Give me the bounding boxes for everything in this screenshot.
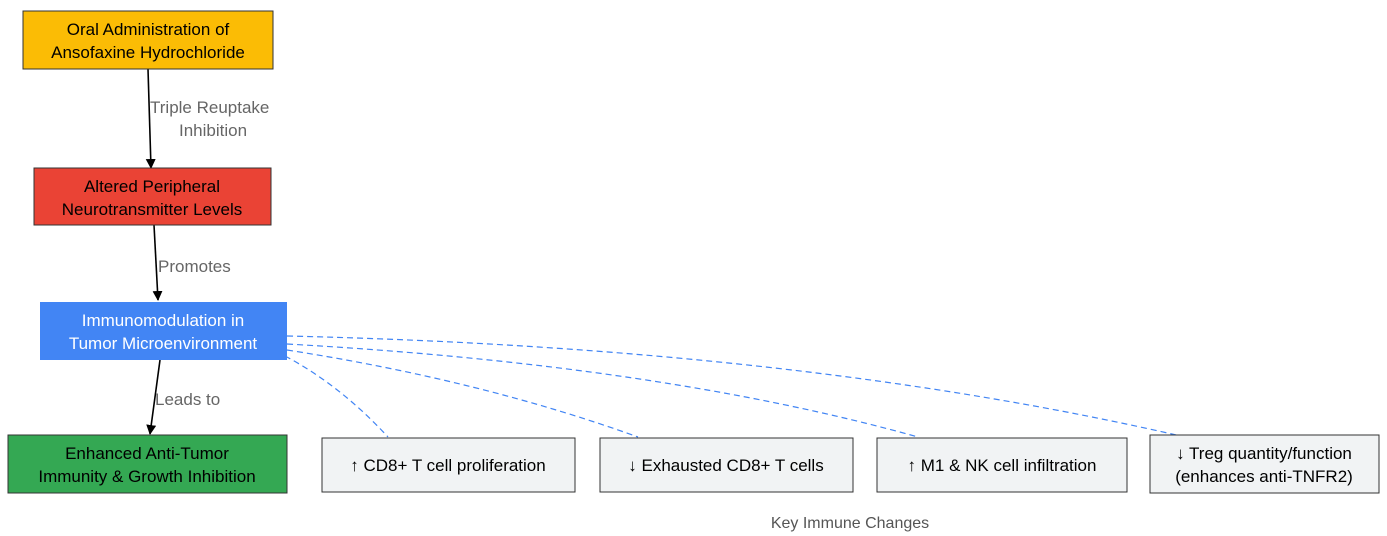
edge-oral-to-altered bbox=[145, 68, 156, 169]
change-cd8-label: ↑ CD8+ T cell proliferation bbox=[350, 456, 545, 475]
change-treg-line1: ↓ Treg quantity/function bbox=[1176, 444, 1352, 463]
node-oral-administration: Oral Administration of Ansofaxine Hydroc… bbox=[22, 10, 274, 70]
node-altered-line2: Neurotransmitter Levels bbox=[62, 200, 242, 219]
dashed-edge-exhausted bbox=[286, 349, 639, 438]
node-immuno-line2: Tumor Microenvironment bbox=[69, 334, 258, 353]
change-treg-line2: (enhances anti-TNFR2) bbox=[1175, 467, 1353, 486]
node-enhanced-line1: Enhanced Anti-Tumor bbox=[65, 444, 229, 463]
change-m1-nk-infiltration: ↑ M1 & NK cell infiltration bbox=[876, 437, 1128, 493]
edge-immuno-to-enhanced bbox=[146, 359, 161, 435]
node-oral-line2: Ansofaxine Hydrochloride bbox=[51, 43, 245, 62]
dashed-edge-cd8 bbox=[284, 355, 389, 438]
cluster-label-key-immune-changes: Key Immune Changes bbox=[771, 515, 929, 532]
edge-label-promotes: Promotes bbox=[158, 257, 231, 276]
node-oral-line1: Oral Administration of bbox=[67, 20, 230, 39]
node-altered-neurotransmitter: Altered Peripheral Neurotransmitter Leve… bbox=[33, 167, 272, 226]
node-immunomodulation: Immunomodulation in Tumor Microenvironme… bbox=[40, 302, 287, 360]
edge-label-triple-line1: Triple Reuptake bbox=[150, 98, 269, 117]
edge-altered-to-immuno bbox=[152, 224, 163, 301]
change-exhausted-label: ↓ Exhausted CD8+ T cells bbox=[628, 456, 823, 475]
dashed-edge-m1nk bbox=[286, 343, 919, 438]
node-altered-line1: Altered Peripheral bbox=[84, 177, 220, 196]
edge-label-leads: Leads to bbox=[155, 390, 220, 409]
node-immuno-line1: Immunomodulation in bbox=[82, 311, 245, 330]
change-exhausted-cd8: ↓ Exhausted CD8+ T cells bbox=[599, 437, 854, 493]
dashed-edge-treg bbox=[286, 335, 1186, 438]
change-m1nk-label: ↑ M1 & NK cell infiltration bbox=[908, 456, 1097, 475]
node-enhanced-immunity: Enhanced Anti-Tumor Immunity & Growth In… bbox=[7, 434, 288, 494]
change-treg-function: ↓ Treg quantity/function (enhances anti-… bbox=[1149, 434, 1380, 494]
change-cd8-proliferation: ↑ CD8+ T cell proliferation bbox=[321, 437, 576, 493]
node-enhanced-line2: Immunity & Growth Inhibition bbox=[38, 467, 255, 486]
edge-label-triple-line2: Inhibition bbox=[179, 121, 247, 140]
